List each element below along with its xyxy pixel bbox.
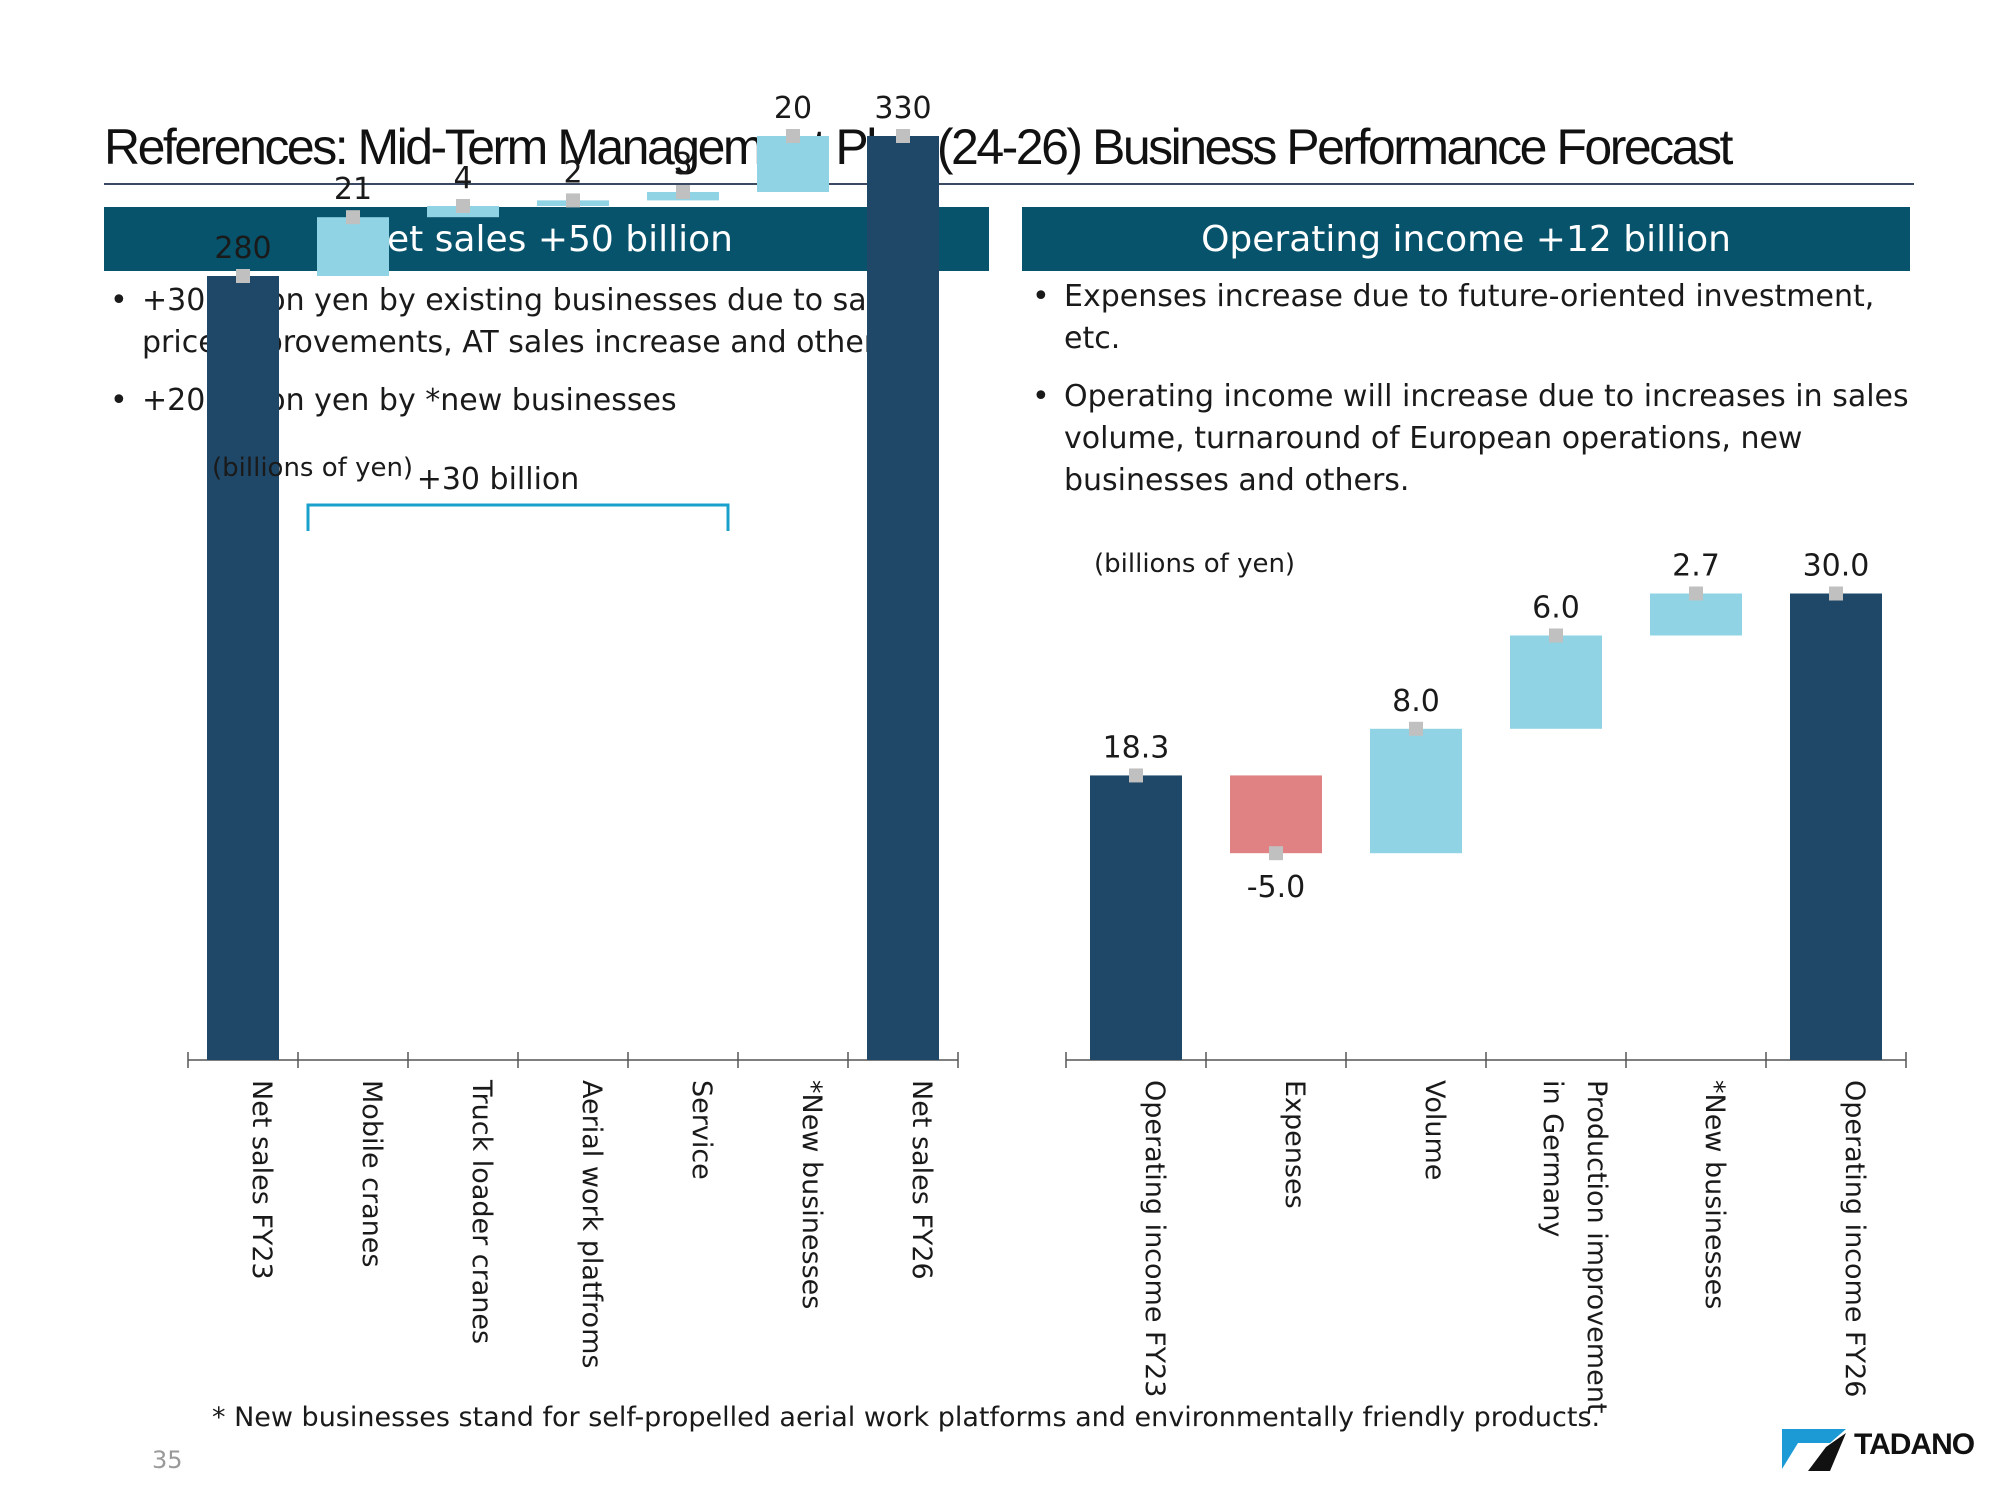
footnote: * New businesses stand for self-propelle… xyxy=(212,1402,1601,1433)
data-label: 20 xyxy=(774,91,812,126)
bar xyxy=(1790,593,1882,1060)
bar xyxy=(1230,775,1322,854)
category-label: Service xyxy=(686,1080,717,1180)
data-label: 21 xyxy=(334,172,372,207)
value-marker xyxy=(1269,846,1283,861)
value-marker xyxy=(1549,628,1563,643)
value-marker xyxy=(346,210,360,225)
value-marker xyxy=(1129,768,1143,783)
bracket xyxy=(306,503,730,531)
operating-income-bullet: Expenses increase due to future-oriented… xyxy=(1028,276,1928,360)
data-label: 30.0 xyxy=(1803,549,1870,584)
operating-income-bullets: Expenses increase due to future-oriented… xyxy=(1028,276,1928,518)
page-number: 35 xyxy=(152,1446,183,1474)
data-label: 330 xyxy=(874,91,931,126)
value-marker xyxy=(1689,586,1703,601)
title-divider xyxy=(104,183,1914,185)
unit-label: (billions of yen) xyxy=(1094,549,1295,579)
net-sales-header-text: Net sales +50 billion xyxy=(360,218,733,260)
category-label: Operating income FY23 xyxy=(1139,1080,1170,1397)
net-sales-waterfall-chart: 280 Net sales FY23 21 Mobile cranes 4 Truck l… xyxy=(187,91,959,1368)
bar xyxy=(757,136,829,192)
category-label: Production improvementin Germany xyxy=(1537,1080,1612,1413)
bar xyxy=(1090,775,1182,1060)
operating-income-header-text: Operating income +12 billion xyxy=(1201,218,1731,260)
value-marker xyxy=(676,185,690,199)
data-label: 8.0 xyxy=(1392,684,1440,719)
logo-text: TADANO xyxy=(1854,1428,1975,1461)
category-label: Volume xyxy=(1419,1080,1450,1180)
bar xyxy=(1510,635,1602,729)
data-label: 4 xyxy=(453,161,472,196)
data-label: 2 xyxy=(563,155,582,190)
value-marker xyxy=(236,269,250,283)
bar xyxy=(1370,728,1462,854)
value-marker xyxy=(456,199,470,213)
unit-label: (billions of yen) xyxy=(212,453,413,483)
value-marker xyxy=(1829,586,1843,601)
category-label: *New businesses xyxy=(796,1080,827,1309)
category-label: Operating income FY26 xyxy=(1839,1080,1870,1397)
operating-income-waterfall-chart: 18.3 Operating income FY23 -5.0 Expenses 8.0… xyxy=(1065,549,1907,1413)
value-marker xyxy=(896,129,910,143)
category-label: Net sales FY26 xyxy=(906,1080,937,1280)
category-label: Net sales FY23 xyxy=(246,1080,277,1280)
data-label: 6.0 xyxy=(1532,590,1580,625)
data-label: 2.7 xyxy=(1672,549,1720,584)
bracket-label: +30 billion xyxy=(417,462,580,497)
data-label: 18.3 xyxy=(1103,730,1170,765)
category-label: Aerial work platfroms xyxy=(576,1080,607,1368)
value-marker xyxy=(1409,721,1423,736)
value-marker xyxy=(786,129,800,143)
bar xyxy=(207,276,279,1060)
category-label: Mobile cranes xyxy=(356,1080,387,1267)
data-label: 3 xyxy=(673,147,692,182)
bar xyxy=(317,217,389,276)
tadano-logo-icon xyxy=(1782,1429,1846,1471)
operating-income-bullet: Operating income will increase due to in… xyxy=(1028,376,1928,502)
net-sales-header: Net sales +50 billion xyxy=(104,207,989,271)
category-label: Truck loader cranes xyxy=(466,1079,497,1344)
value-marker xyxy=(566,193,580,208)
category-label: *New businesses xyxy=(1699,1080,1730,1309)
data-label: 280 xyxy=(214,231,271,266)
operating-income-header: Operating income +12 billion xyxy=(1022,207,1910,271)
category-label: Expenses xyxy=(1279,1080,1310,1209)
bar xyxy=(867,136,939,1060)
data-label: -5.0 xyxy=(1247,870,1306,905)
